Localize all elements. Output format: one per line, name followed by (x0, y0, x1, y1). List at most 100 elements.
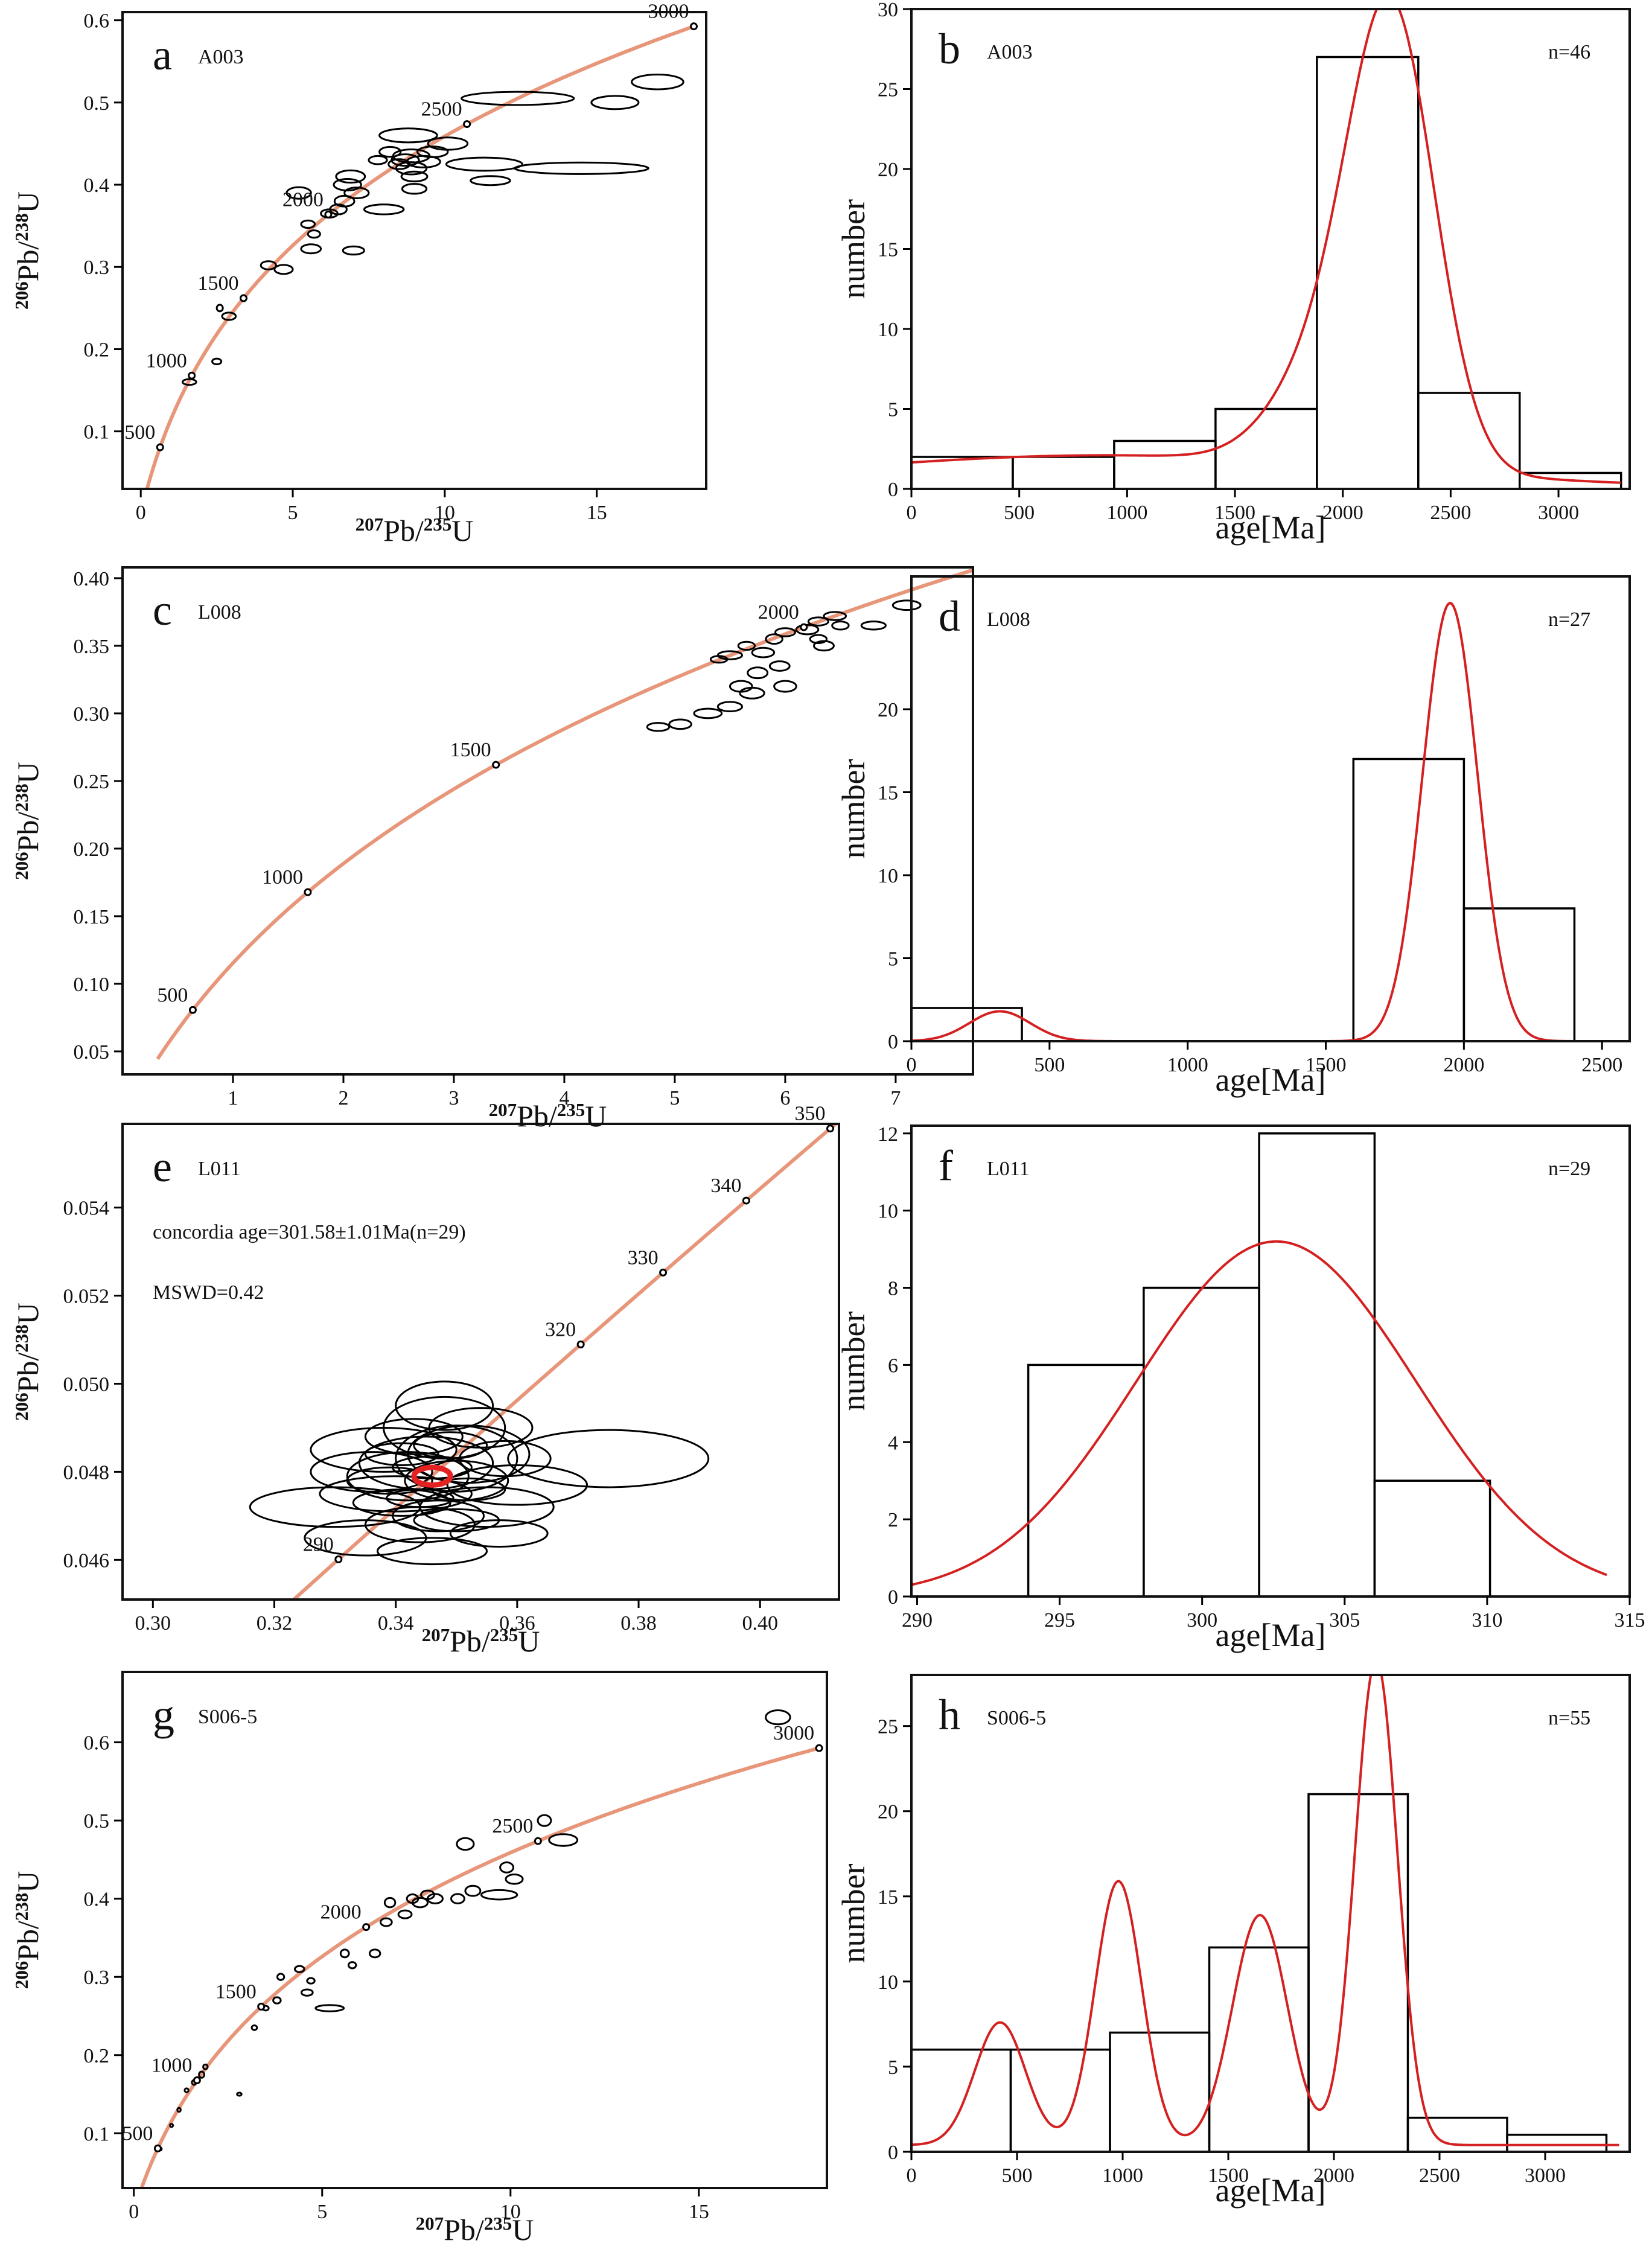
error-ellipse (458, 1440, 552, 1478)
x-tick-label: 5 (288, 502, 298, 524)
y-tick-label: 20 (878, 159, 898, 181)
y-tick-label: 5 (888, 948, 898, 971)
y-tick-label: 0.40 (74, 568, 110, 590)
x-tick-label: 2500 (1430, 502, 1471, 524)
error-ellipse (537, 1814, 552, 1827)
plot-area (139, 1709, 823, 2188)
error-ellipse (693, 707, 723, 719)
error-ellipse (507, 1429, 710, 1488)
n-label: n=55 (1548, 1707, 1590, 1729)
age-label: 350 (795, 1103, 826, 1125)
error-ellipse (368, 1948, 381, 1959)
error-ellipse (276, 1973, 285, 1981)
error-ellipse (514, 161, 649, 175)
axes-frame (121, 11, 707, 490)
y-tick-label: 8 (888, 1278, 898, 1300)
error-ellipse (739, 686, 765, 700)
x-tick-label: 2500 (1581, 1054, 1622, 1076)
x-axis-label: age[Ma] (1216, 1062, 1326, 1098)
panel-letter: f (939, 1141, 953, 1190)
histogram-bar (1462, 907, 1576, 1041)
error-ellipse (395, 1380, 494, 1431)
error-ellipse (751, 646, 776, 659)
error-ellipse (461, 91, 575, 106)
age-mark (188, 371, 196, 380)
age-label: 2000 (758, 601, 799, 624)
x-tick-label: 0.36 (499, 1612, 535, 1635)
age-label: 500 (124, 421, 155, 444)
isotope-mass: 238 (11, 783, 32, 812)
histogram-bar (1009, 2048, 1111, 2152)
x-tick-label: 7 (890, 1087, 901, 1109)
x-tick-label: 2500 (1419, 2164, 1460, 2187)
panel-letter: d (939, 592, 960, 640)
age-mark (815, 1744, 823, 1752)
isotope-mass: 206 (11, 1961, 32, 1989)
concordia-curve (291, 1124, 839, 1600)
y-tick-label: 15 (878, 1886, 898, 1909)
x-tick-label: 305 (1329, 1609, 1360, 1632)
x-axis-label: age[Ma] (1216, 2172, 1326, 2209)
error-ellipse (294, 1965, 305, 1973)
histogram-bar (911, 1007, 1023, 1041)
age-label: 500 (157, 984, 188, 1006)
error-ellipse (202, 2063, 209, 2070)
error-ellipse (795, 624, 820, 636)
axes-frame (910, 8, 1631, 490)
x-tick-label: 3000 (1538, 502, 1579, 524)
x-tick-label: 4 (559, 1087, 569, 1109)
error-ellipse (891, 599, 922, 611)
age-label: 1500 (198, 272, 239, 295)
error-ellipse (737, 640, 756, 651)
error-ellipse (260, 260, 277, 270)
age-label: 2000 (282, 188, 324, 211)
error-ellipse (250, 2024, 258, 2031)
age-mark (193, 2076, 201, 2084)
y-axis-label: number (835, 1864, 872, 1963)
panel-letter: b (939, 25, 960, 73)
error-ellipse (464, 1884, 482, 1897)
error-ellipse (364, 1418, 464, 1455)
panel-d: age[Ma] number d L008 n=27 0 500 1000 1500 2000 25… (835, 575, 1631, 1098)
error-ellipse (450, 1893, 465, 1904)
age-mark (188, 1006, 197, 1014)
element-symbol: Pb/ (383, 514, 424, 547)
isotope-mass: 235 (557, 1099, 585, 1120)
y-tick-label: 2 (888, 1509, 898, 1531)
error-ellipse (646, 722, 671, 732)
age-mark (534, 1837, 542, 1845)
y-axis-label: 206Pb/238U (11, 1303, 45, 1421)
mswd-label: MSWD=0.42 (153, 1281, 264, 1304)
error-ellipse (304, 1519, 427, 1557)
age-label: 1000 (146, 349, 187, 372)
y-tick-label: 0.1 (84, 421, 110, 444)
element-symbol: Pb/ (11, 1353, 45, 1393)
age-mark (742, 1196, 750, 1205)
age-label: 3000 (773, 1722, 814, 1744)
error-ellipse (831, 620, 850, 631)
sample-label: L011 (987, 1158, 1030, 1180)
age-mark (334, 1555, 343, 1563)
concordia-age-ellipse (411, 1464, 453, 1488)
age-label: 2500 (492, 1815, 533, 1837)
age-label: 290 (303, 1533, 334, 1555)
x-tick-label: 10 (500, 2201, 521, 2223)
error-ellipse (445, 156, 523, 172)
histogram-bar (1214, 407, 1318, 489)
x-tick-label: 1000 (1102, 2164, 1143, 2187)
x-tick-label: 10 (435, 502, 455, 524)
y-axis-label: number (835, 1312, 872, 1411)
y-tick-label: 4 (888, 1432, 898, 1454)
panel-letter: c (153, 586, 172, 634)
error-ellipse (285, 186, 312, 200)
x-tick-label: 295 (1044, 1609, 1075, 1632)
sample-label: L008 (987, 608, 1030, 631)
y-tick-label: 10 (878, 1201, 898, 1223)
error-ellipse (335, 169, 366, 184)
x-tick-label: 290 (902, 1609, 933, 1632)
error-ellipse (376, 1537, 488, 1566)
isotope-mass: 238 (11, 1324, 32, 1353)
error-ellipse (273, 264, 294, 275)
error-ellipse (343, 187, 370, 200)
